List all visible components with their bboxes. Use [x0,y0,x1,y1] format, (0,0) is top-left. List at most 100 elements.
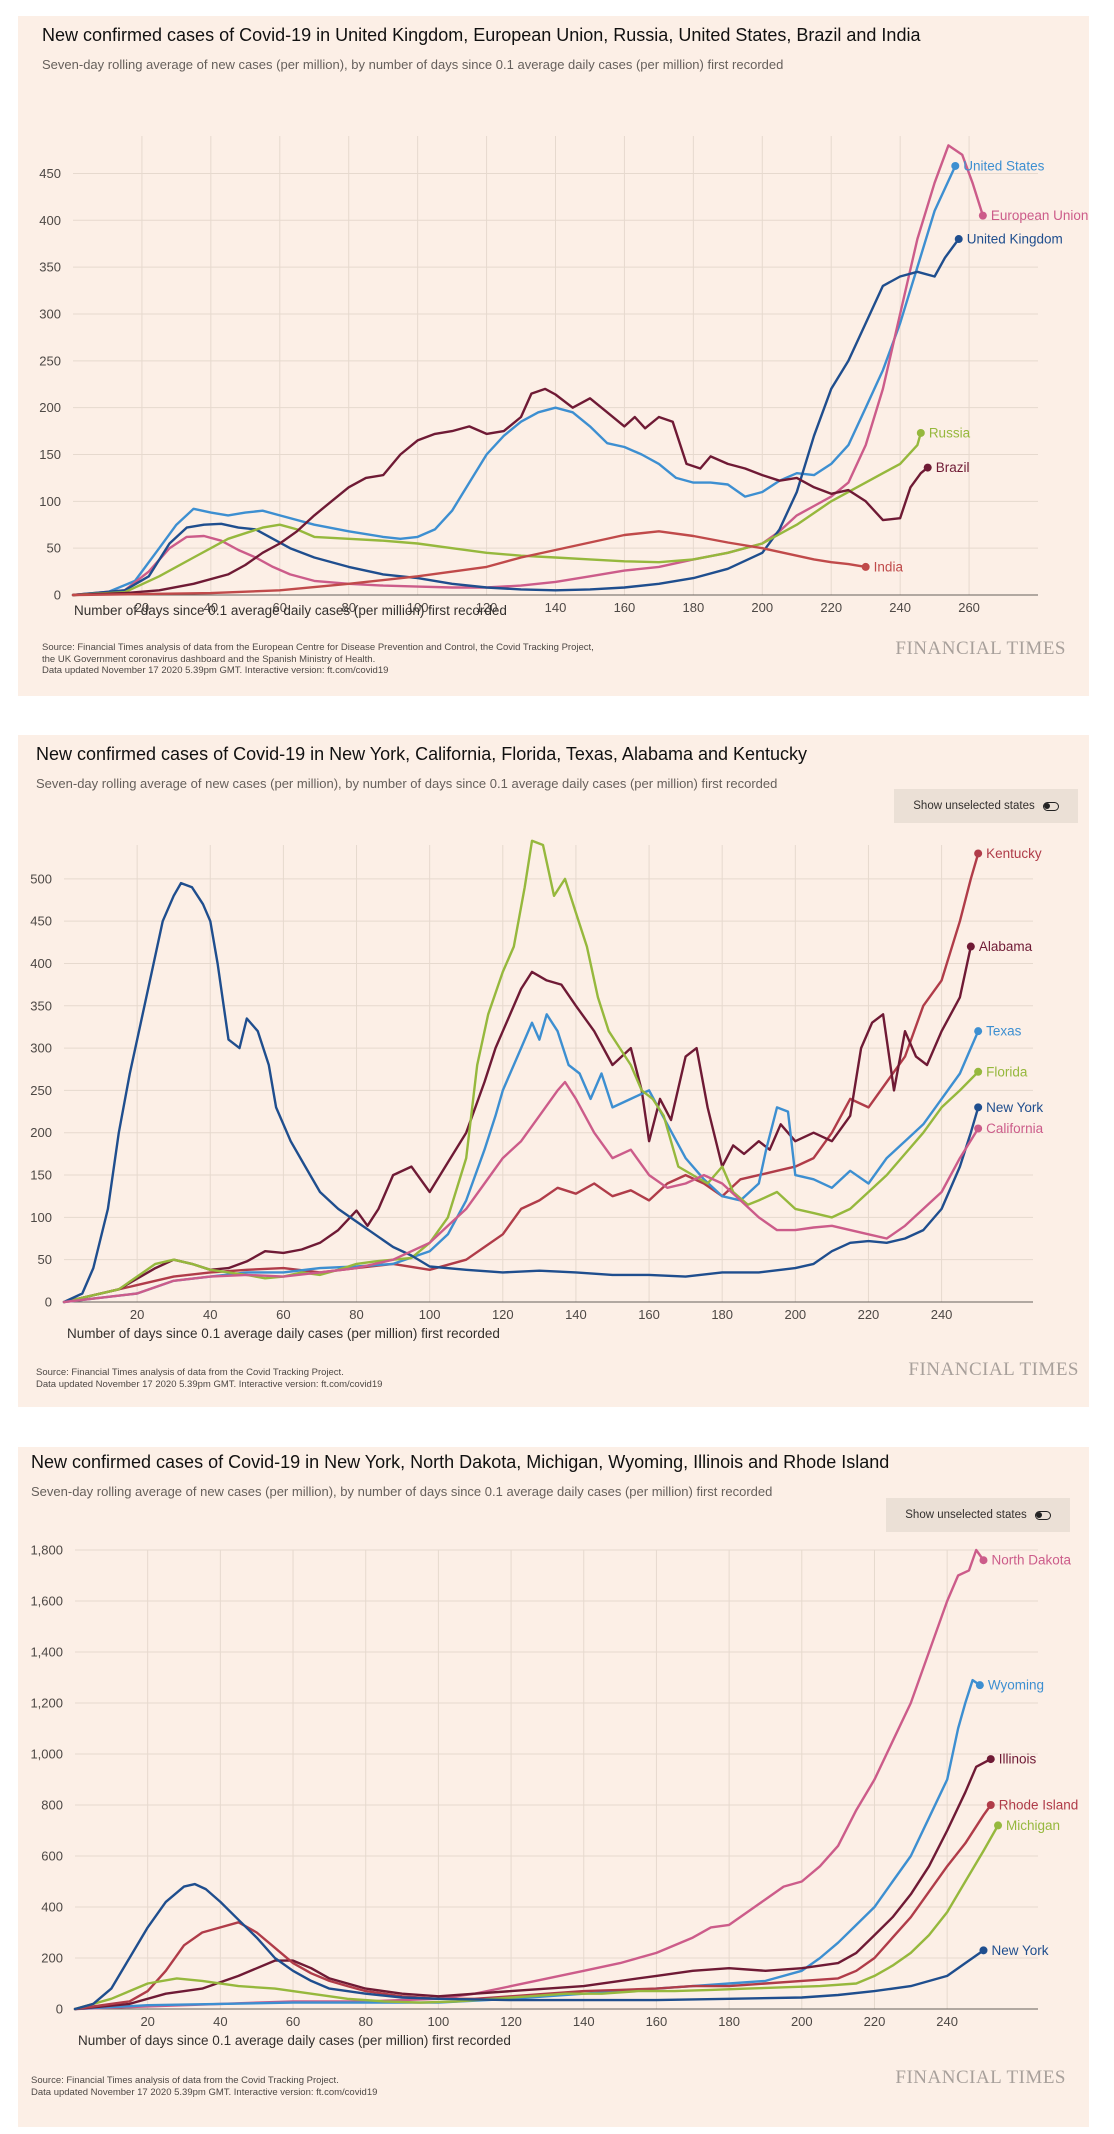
y-tick-label: 300 [39,306,61,321]
series-label-florida: Florida [986,1064,1028,1079]
x-tick-label: 20 [135,600,149,615]
y-tick-label: 200 [39,400,61,415]
x-tick-label: 40 [204,600,218,615]
chart-title: New confirmed cases of Covid-19 in New Y… [31,1452,890,1472]
series-end-marker [951,161,960,170]
source-note: Source: Financial Times analysis of data… [31,2075,377,2098]
x-tick-label: 180 [711,1307,733,1322]
chart-subtitle: Seven-day rolling average of new cases (… [36,776,778,791]
chart-title: New confirmed cases of Covid-19 in New Y… [36,744,808,764]
x-tick-label: 240 [931,1307,953,1322]
x-tick-label: 140 [565,1307,587,1322]
x-axis-label: Number of days since 0.1 average daily c… [67,1326,500,1341]
x-tick-label: 160 [646,2014,668,2029]
y-tick-label: 1,200 [30,1696,63,1711]
x-tick-label: 240 [889,600,911,615]
x-tick-label: 220 [820,600,842,615]
x-tick-label: 40 [203,1307,217,1322]
series-end-marker [974,1103,983,1112]
y-tick-label: 50 [47,541,61,556]
x-tick-label: 200 [791,2014,813,2029]
source-line: Data updated November 17 2020 5.39pm GMT… [31,2086,378,2098]
series-line-california [62,1080,980,1304]
x-tick-label: 100 [419,1307,441,1322]
series-line-russia [71,431,922,597]
series-label-texas: Texas [986,1024,1022,1039]
toggle-label: Show unselected states [905,1509,1027,1521]
source-line: Data updated November 17 2020 5.39pm GMT… [42,665,389,676]
y-tick-label: 400 [39,213,61,228]
x-tick-label: 120 [476,600,498,615]
x-tick-label: 80 [349,1307,363,1322]
x-tick-label: 120 [492,1307,514,1322]
y-tick-label: 50 [38,1252,52,1267]
y-tick-label: 300 [30,1041,52,1056]
y-tick-label: 150 [39,447,61,462]
series-label-russia: Russia [929,425,971,440]
series-end-marker [974,849,983,858]
y-tick-label: 0 [56,2002,63,2017]
x-tick-label: 100 [407,600,429,615]
series-end-marker [978,211,987,220]
series-label-new-york: New York [986,1100,1043,1115]
series-end-marker [986,1755,995,1764]
x-tick-label: 80 [341,600,355,615]
line-chart-3: 20 40 60 80 100 120 140 160 180 200 220 240 0 200 400 6… [30,1543,1079,2030]
y-tick-label: 200 [41,1951,63,1966]
x-tick-label: 40 [213,2014,227,2029]
y-tick-label: 0 [54,588,61,603]
ft-logo: FINANCIAL TIMES [895,2067,1066,2088]
y-tick-label: 800 [41,1798,63,1813]
series-label-michigan: Michigan [1006,1818,1060,1833]
series-line-european-union [71,144,985,597]
y-tick-label: 450 [39,166,61,181]
source-note: Source: Financial Times analysis of data… [42,642,594,677]
line-chart-1: 20 40 60 80 100 120 140 160 180 200 220 240 260 0 50 10… [39,136,1088,615]
series-end-marker [974,1124,983,1133]
y-tick-label: 1,600 [30,1594,63,1609]
x-tick-label: 200 [784,1307,806,1322]
source-line: Data updated November 17 2020 5.39pm GMT… [36,1378,383,1390]
x-tick-label: 160 [614,600,636,615]
y-tick-label: 100 [39,494,61,509]
x-tick-label: 180 [683,600,705,615]
chart-panel-2: New confirmed cases of Covid-19 in New Y… [18,735,1089,1407]
series-label-alabama: Alabama [979,939,1033,954]
source-line: Source: Financial Times analysis of data… [31,2075,339,2086]
show-unselected-states-toggle[interactable]: Show unselected states [894,789,1078,823]
y-tick-label: 200 [30,1125,52,1140]
series-line-texas [62,1013,980,1304]
source-line: Source: Financial Times analysis of data… [36,1367,344,1378]
series-line-north-dakota [73,1548,985,2011]
show-unselected-states-toggle[interactable]: Show unselected states [886,1498,1070,1532]
series-label-wyoming: Wyoming [988,1678,1044,1693]
chart-panel-1: New confirmed cases of Covid-19 in Unite… [18,16,1089,696]
series-label-rhode-island: Rhode Island [999,1798,1079,1813]
x-tick-label: 140 [545,600,567,615]
series-end-marker [861,562,870,571]
series-line-florida [62,839,980,1304]
series-label-india: India [874,559,904,574]
y-tick-label: 500 [30,871,52,886]
x-tick-label: 20 [130,1307,144,1322]
toggle-switch-icon[interactable] [1034,1510,1051,1520]
chart-subtitle: Seven-day rolling average of new cases (… [31,1484,773,1499]
y-tick-label: 350 [39,260,61,275]
x-tick-label: 120 [500,2014,522,2029]
series-end-marker [994,1821,1003,1830]
y-tick-label: 0 [45,1295,52,1310]
x-tick-label: 60 [276,1307,290,1322]
line-chart-2: 20 40 60 80 100 120 140 160 180 200 220 240 0 50 100 15… [30,839,1044,1322]
y-tick-label: 1,000 [30,1747,63,1762]
toggle-switch-icon[interactable] [1042,801,1059,811]
x-tick-label: 200 [751,600,773,615]
toggle-label: Show unselected states [913,800,1035,812]
series-label-brazil: Brazil [936,460,970,475]
source-line: the UK Government coronavirus dashboard … [42,653,376,665]
x-tick-label: 20 [140,2014,154,2029]
source-note: Source: Financial Times analysis of data… [36,1367,382,1390]
series-end-marker [923,463,932,472]
series-line-alabama [62,945,972,1304]
y-tick-label: 100 [30,1210,52,1225]
series-line-rhode-island [73,1803,992,2011]
